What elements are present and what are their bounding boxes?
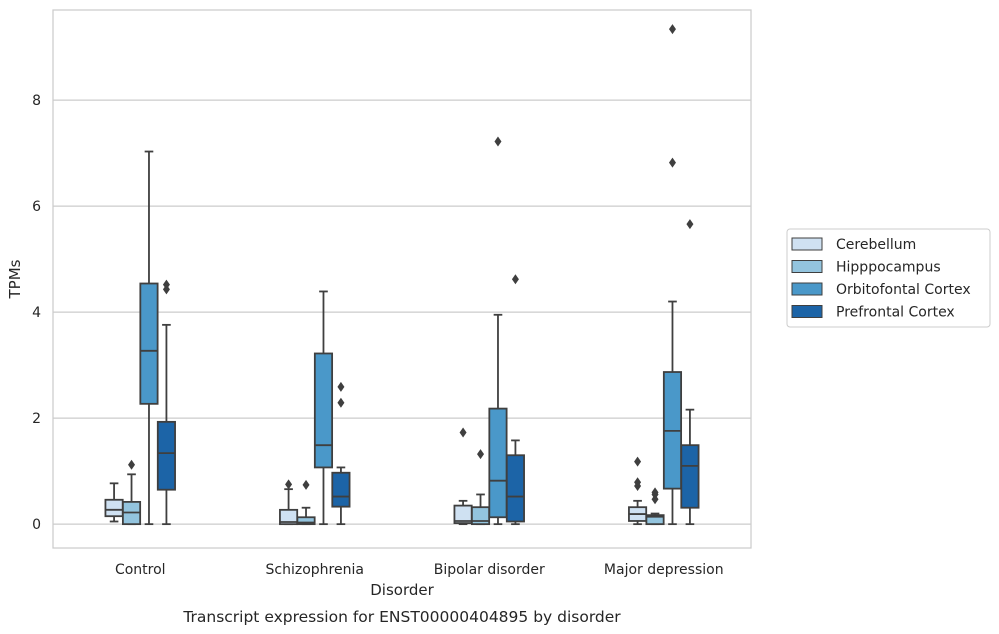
box-prefrontal-cortex: [331, 381, 351, 526]
legend-label: Hipppocampus: [836, 260, 941, 276]
legend-swatch: [791, 237, 823, 251]
legend-swatch: [791, 305, 823, 318]
outlier-point: [668, 24, 676, 35]
outlier-point: [634, 456, 642, 467]
y-tick-label: 2: [32, 411, 41, 427]
plot-area-border: [52, 9, 752, 549]
box-prefrontal-cortex: [156, 279, 176, 526]
box-iqr: [488, 407, 508, 519]
box-orbitofontal-cortex: [139, 150, 159, 526]
legend-swatch: [791, 260, 823, 273]
box-hipppocampus: [121, 459, 142, 526]
outlier-point: [477, 449, 485, 460]
legend-frame: [786, 228, 991, 328]
outlier-point: [686, 219, 694, 230]
outlier-point: [651, 487, 659, 498]
legend-label: Orbitofontal Cortex: [836, 282, 971, 298]
box-iqr: [296, 516, 316, 526]
box-hipppocampus: [296, 479, 316, 526]
legend-label: Cerebellum: [836, 237, 916, 253]
box-cerebellum: [628, 456, 648, 526]
box-cerebellum: [453, 427, 473, 526]
outlier-point: [337, 397, 345, 408]
outlier-point: [337, 381, 345, 392]
y-tick-labels: 0 2 4 6 8: [32, 93, 41, 533]
y-axis-label: TPMs: [6, 259, 24, 299]
box-hipppocampus: [470, 449, 491, 526]
y-tick-label: 4: [32, 305, 41, 321]
box-iqr: [104, 498, 124, 518]
box-iqr: [645, 514, 665, 526]
box-prefrontal-cortex: [680, 219, 700, 526]
x-axis-label: Disorder: [370, 581, 434, 599]
box-orbitofontal-cortex: [313, 290, 334, 526]
box-cerebellum: [104, 482, 124, 523]
outlier-point: [634, 477, 642, 488]
x-tick-label: Major depression: [604, 562, 724, 578]
outlier-point: [494, 136, 502, 147]
box-iqr: [313, 352, 334, 469]
legend-swatch: [791, 282, 823, 296]
box-hipppocampus: [645, 487, 665, 526]
outlier-point: [128, 459, 136, 470]
outlier-point: [511, 274, 519, 285]
outlier-point: [302, 479, 310, 490]
box-series: [104, 24, 700, 526]
box-iqr: [331, 471, 351, 508]
x-tick-label: Bipolar disorder: [434, 562, 545, 578]
x-tick-label: Schizophrenia: [266, 562, 364, 578]
y-tick-label: 6: [32, 199, 41, 215]
legend: Cerebellum Hipppocampus Orbitofontal Corte…: [786, 228, 991, 328]
x-tick-label: Control: [115, 562, 166, 578]
box-iqr: [680, 444, 700, 509]
box-iqr: [505, 454, 525, 523]
box-iqr: [139, 282, 159, 405]
box-iqr: [156, 420, 176, 491]
legend-label: Prefrontal Cortex: [836, 305, 955, 321]
y-tick-label: 0: [32, 517, 41, 533]
outlier-point: [162, 279, 170, 290]
box-cerebellum: [279, 479, 299, 526]
outlier-point: [285, 479, 293, 490]
y-tick-label: 8: [32, 93, 41, 109]
chart-caption: Transcript expression for ENST0000040489…: [182, 608, 621, 626]
outlier-point: [459, 427, 467, 438]
box-prefrontal-cortex: [505, 274, 525, 526]
outlier-point: [668, 157, 676, 168]
x-tick-labels: Control Schizophrenia Bipolar disorder Majo…: [115, 562, 724, 578]
box-orbitofontal-cortex: [662, 24, 683, 526]
